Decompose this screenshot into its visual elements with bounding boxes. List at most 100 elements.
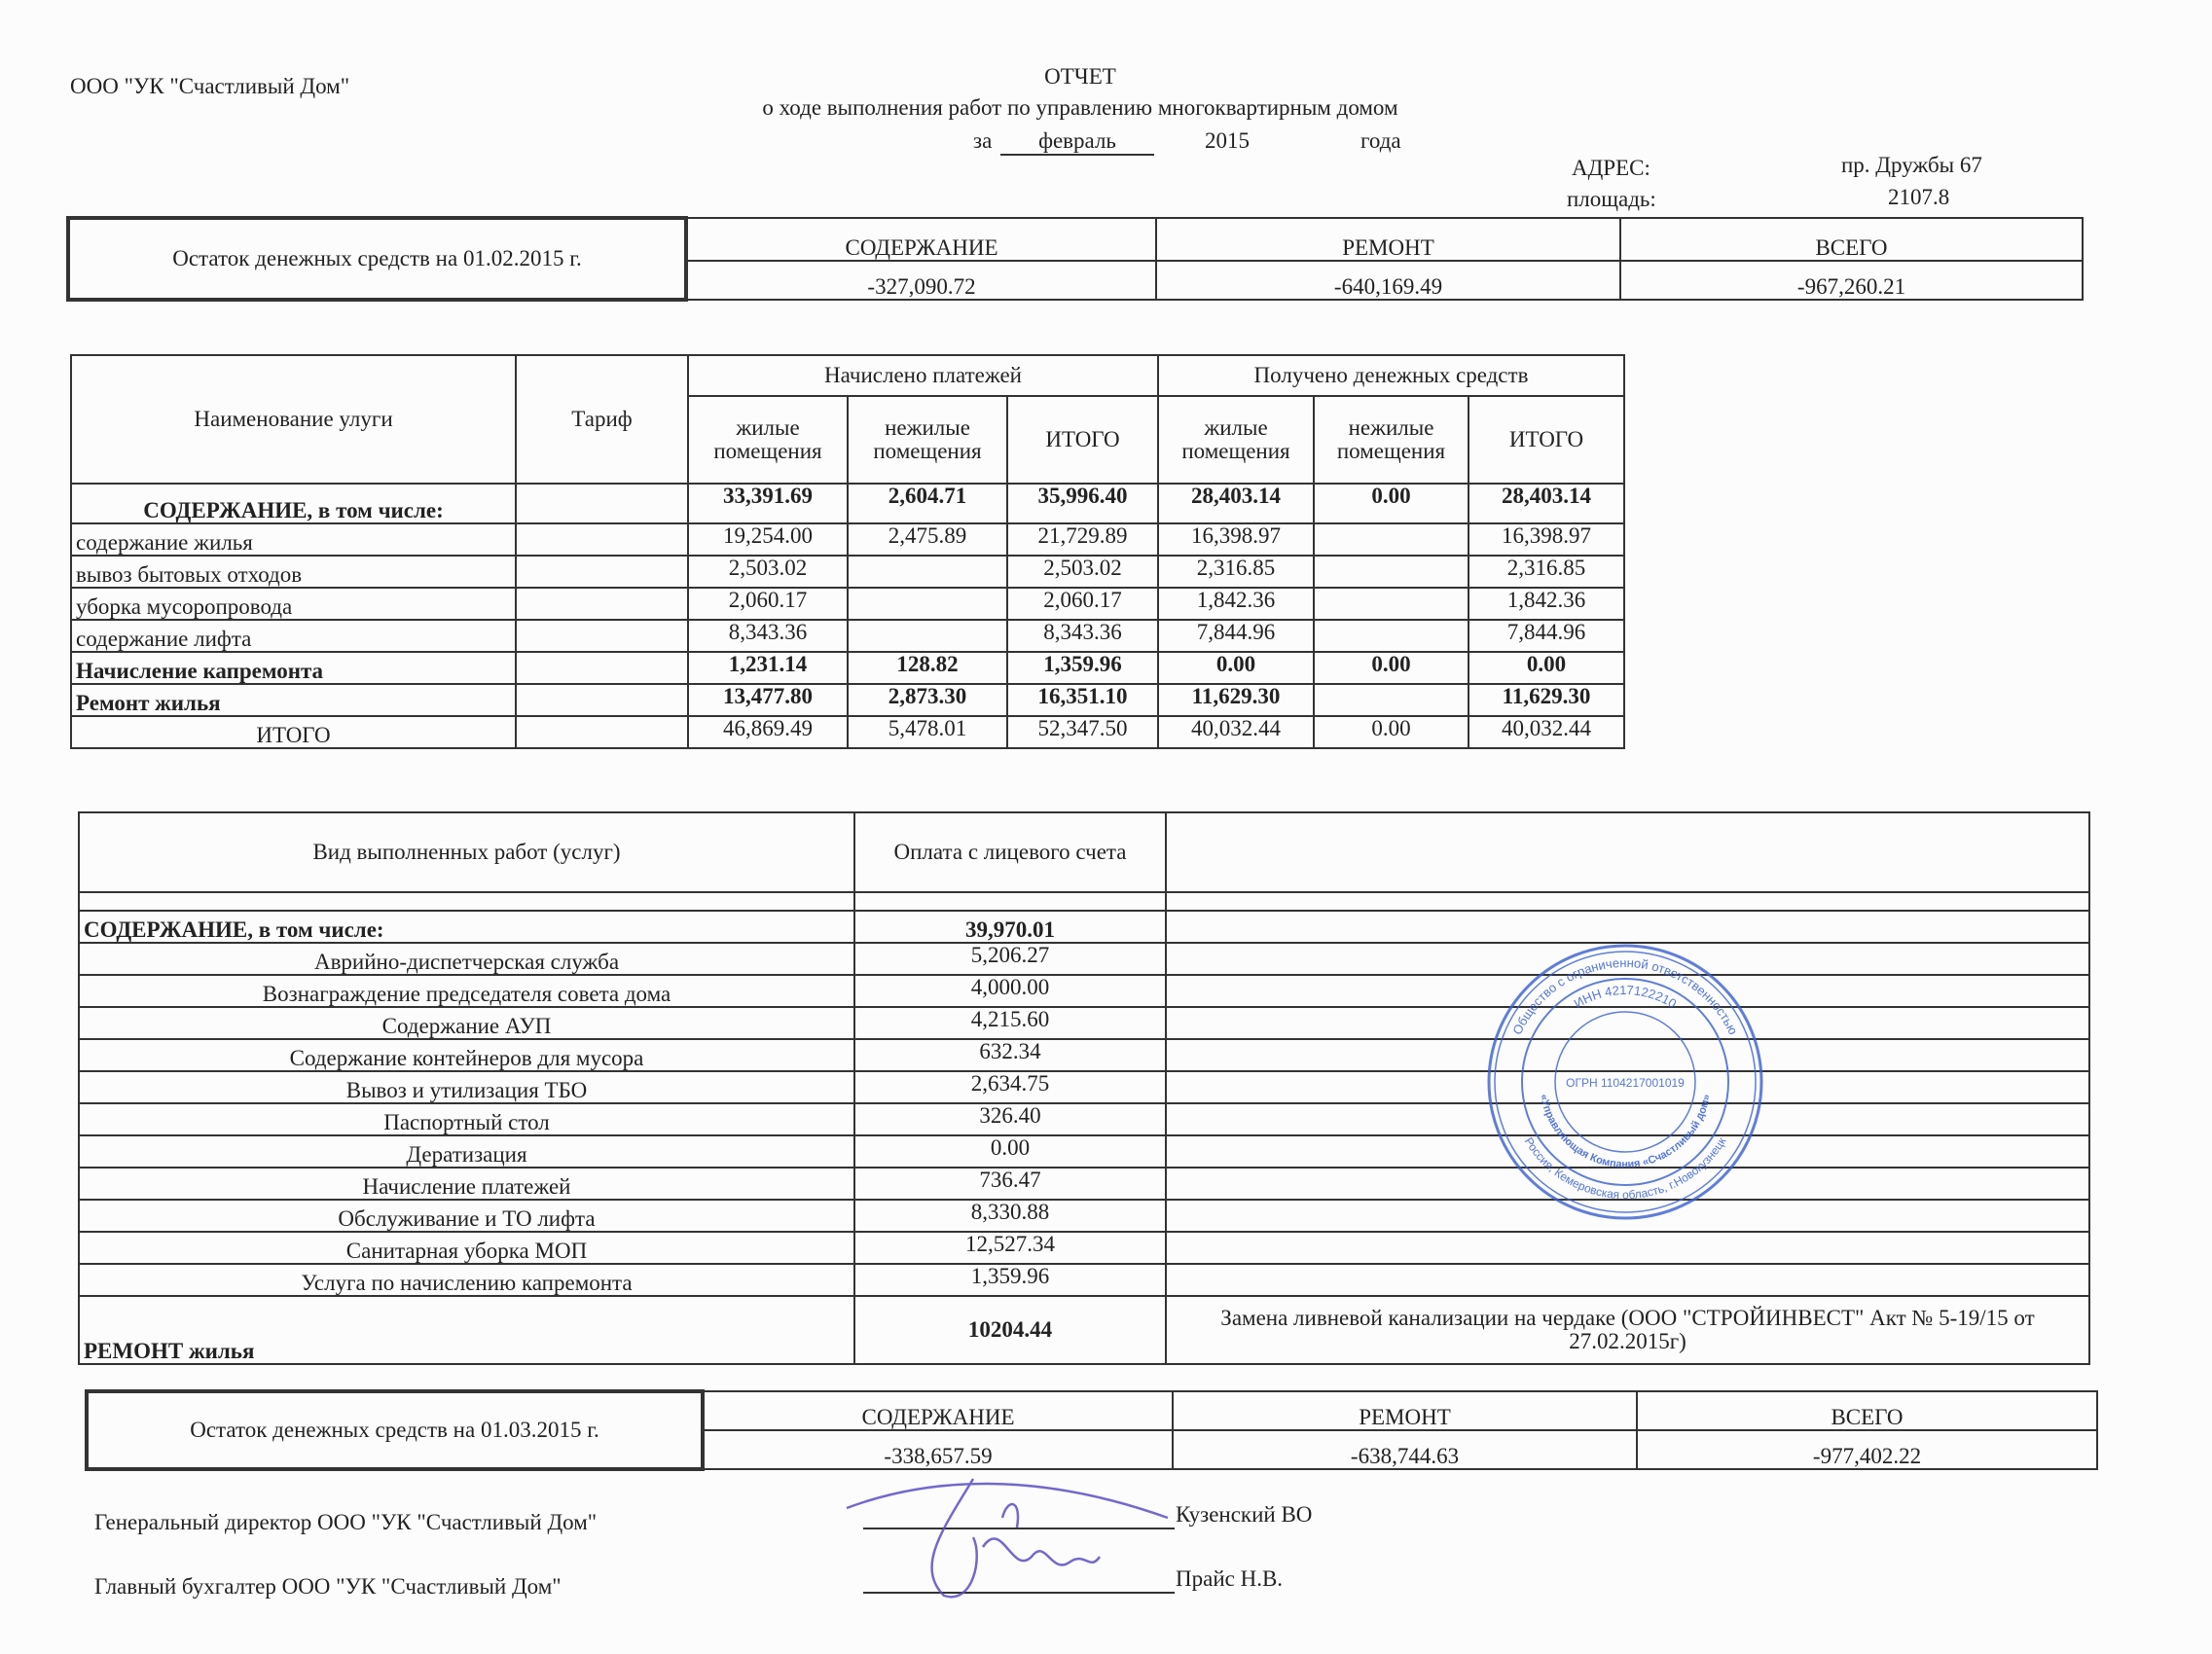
charges-row: содержание жилья 19,254.00 2,475.89 21,729.… [70, 522, 1625, 557]
amount-cell: 5,478.01 [847, 715, 1008, 749]
amount-cell: 2,316.85 [1468, 555, 1625, 589]
work-row: Обслуживание и ТО лифта 8,330.88 [78, 1199, 2090, 1233]
work-payment: 5,206.27 [853, 942, 1167, 976]
svg-text:«Управляющая Компания «Счастли: «Управляющая Компания «Счастливый дом» [1538, 1094, 1713, 1170]
charges-row: СОДЕРЖАНИЕ, в том числе: 33,391.69 2,604.7… [70, 483, 1625, 524]
col-tariff: Тариф [515, 354, 689, 485]
work-row: Вознаграждение председателя совета дома 4… [78, 974, 2090, 1008]
group-received: Получено денежных средств [1157, 354, 1625, 397]
work-name: Услуга по начислению капремонта [78, 1263, 855, 1297]
tariff-cell [515, 619, 689, 653]
header-content: СОДЕРЖАНИЕ [702, 1390, 1174, 1431]
amount-cell: 46,869.49 [687, 715, 849, 749]
charges-row: содержание лифта 8,343.36 8,343.36 7,844.96… [70, 619, 1625, 653]
tariff-cell [515, 555, 689, 589]
amount-cell: 0.00 [1313, 651, 1469, 685]
opening-balance-table: Остаток денежных средств на 01.02.2015 г… [66, 216, 2084, 302]
amount-cell: 2,475.89 [847, 522, 1008, 557]
header-repair: РЕМОНТ [1172, 1390, 1638, 1431]
header-content: СОДЕРЖАНИЕ [685, 217, 1157, 262]
work-note [1165, 1167, 2090, 1201]
amount-cell [1313, 555, 1469, 589]
tariff-cell [515, 587, 689, 621]
col-notes [1165, 811, 2090, 893]
service-name: Ремонт жилья [70, 683, 517, 717]
charges-row: Ремонт жилья 13,477.80 2,873.30 16,351.10 11… [70, 683, 1625, 717]
work-note [1165, 942, 2090, 976]
amount-cell: 1,842.36 [1157, 587, 1315, 621]
area-label: площадь: [1567, 187, 1656, 211]
amount-cell: 2,060.17 [687, 587, 849, 621]
tariff-cell [515, 715, 689, 749]
period-prefix: за [973, 128, 993, 153]
amount-cell: 28,403.14 [1157, 483, 1315, 524]
report-subtitle: о ходе выполнения работ по управлению мн… [762, 95, 1398, 120]
amount-cell: 16,351.10 [1006, 683, 1159, 717]
amount-cell: 40,032.44 [1157, 715, 1315, 749]
director-signature-line [863, 1528, 1175, 1529]
amount-cell: 2,873.30 [847, 683, 1008, 717]
amount-cell: 2,503.02 [1006, 555, 1159, 589]
work-note [1165, 1263, 2090, 1297]
amount-cell: 33,391.69 [687, 483, 849, 524]
group-charged: Начислено платежей [687, 354, 1159, 397]
section-content-value: 39,970.01 [853, 910, 1167, 944]
work-payment: 12,527.34 [853, 1231, 1167, 1265]
company-name: ООО "УК "Счастливый Дом" [70, 74, 350, 98]
amount-cell: 11,629.30 [1157, 683, 1315, 717]
work-payment: 632.34 [853, 1038, 1167, 1072]
amount-cell: 35,996.40 [1006, 483, 1159, 524]
work-note [1165, 1199, 2090, 1233]
amount-cell [1313, 619, 1469, 653]
amount-cell: 1,842.36 [1468, 587, 1625, 621]
amount-cell [847, 555, 1008, 589]
stamp-ogrn: ОГРН 1104217001019 [1566, 1076, 1685, 1090]
work-note [1165, 1231, 2090, 1265]
amount-cell: 11,629.30 [1468, 683, 1625, 717]
work-name: Вывоз и утилизация ТБО [78, 1070, 855, 1104]
work-row: Дератизация 0.00 [78, 1134, 2090, 1169]
service-name: уборка мусоропровода [70, 587, 517, 621]
amount-cell: 0.00 [1468, 651, 1625, 685]
work-name: Начисление платежей [78, 1167, 855, 1201]
subheader-0: жилые помещения [687, 395, 849, 485]
amount-cell: 16,398.97 [1468, 522, 1625, 557]
address-value: пр. Дружбы 67 [1841, 153, 1982, 177]
work-row: Содержание контейнеров для мусора 632.34 [78, 1038, 2090, 1072]
closing-balance-table: Остаток денежных средств на 01.03.2015 г… [85, 1389, 2098, 1471]
work-payment: 4,000.00 [853, 974, 1167, 1008]
stamp-name: «Управляющая Компания «Счастливый дом» [1538, 1094, 1713, 1170]
opening-content-value: -327,090.72 [685, 260, 1157, 301]
work-note [1165, 1134, 2090, 1169]
charges-table: Наименование улуги Тариф Начислено плате… [70, 354, 1625, 749]
service-name: содержание жилья [70, 522, 517, 557]
work-note [1165, 1070, 2090, 1104]
amount-cell: 1,231.14 [687, 651, 849, 685]
opening-repair-value: -640,169.49 [1155, 260, 1621, 301]
accountant-name: Прайс Н.В. [1176, 1566, 1284, 1591]
charges-row: ИТОГО 46,869.49 5,478.01 52,347.50 40,032.44… [70, 715, 1625, 749]
header-repair: РЕМОНТ [1155, 217, 1621, 262]
company-stamp: Общество с ограниченной ответственностью… [1487, 944, 1763, 1220]
work-name: Паспортный стол [78, 1102, 855, 1136]
work-name: Обслуживание и ТО лифта [78, 1199, 855, 1233]
period-year: 2015 [1205, 128, 1250, 153]
amount-cell: 0.00 [1313, 715, 1469, 749]
amount-cell [1313, 683, 1469, 717]
amount-cell: 7,844.96 [1157, 619, 1315, 653]
service-name: содержание лифта [70, 619, 517, 653]
address-label: АДРЕС: [1572, 156, 1650, 180]
repair-value: 10204.44 [853, 1295, 1167, 1365]
work-row: Содержание АУП 4,215.60 [78, 1006, 2090, 1040]
closing-balance-label: Остаток денежных средств на 01.03.2015 г… [85, 1389, 705, 1471]
work-payment: 326.40 [853, 1102, 1167, 1136]
work-name: Санитарная уборка МОП [78, 1231, 855, 1265]
work-name: Дератизация [78, 1134, 855, 1169]
report-title: ОТЧЕТ [1044, 64, 1116, 89]
charges-row: Начисление капремонта 1,231.14 128.82 1,359… [70, 651, 1625, 685]
tariff-cell [515, 522, 689, 557]
work-payment: 0.00 [853, 1134, 1167, 1169]
amount-cell: 52,347.50 [1006, 715, 1159, 749]
subheader-3: жилые помещения [1157, 395, 1315, 485]
amount-cell: 19,254.00 [687, 522, 849, 557]
